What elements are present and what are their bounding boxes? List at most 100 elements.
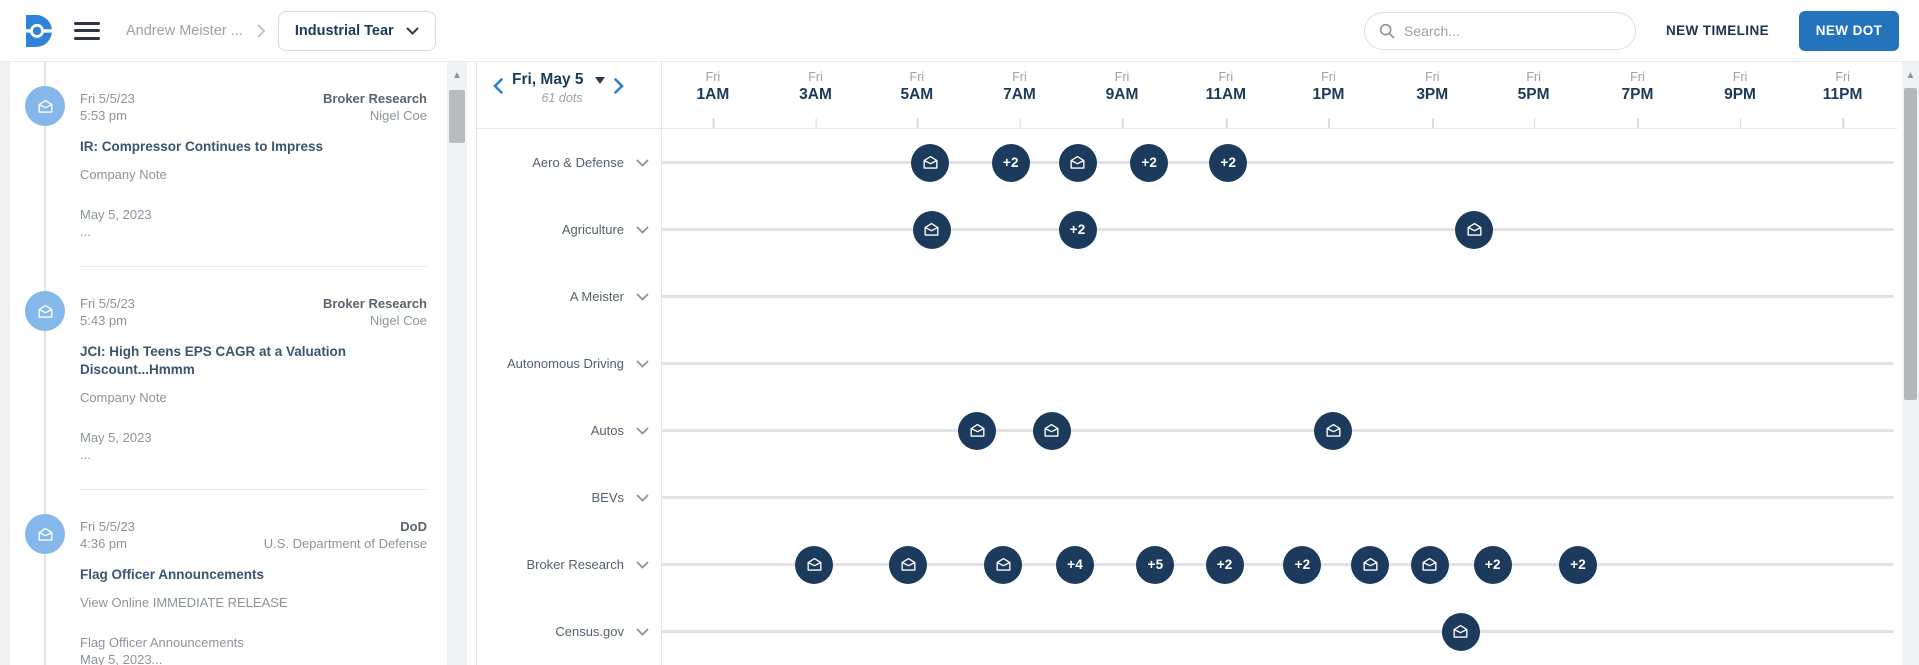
mail-open-icon: [970, 423, 985, 437]
timeline-row-autos: Autos: [477, 397, 1897, 464]
scrollbar-thumb[interactable]: [449, 90, 465, 143]
timeline-dot-mail[interactable]: [1314, 411, 1353, 450]
timeline-dot-mail[interactable]: [911, 143, 950, 182]
row-label-text: Census.gov: [555, 624, 624, 639]
card-subtitle: View Online IMMEDIATE RELEASE: [80, 595, 288, 610]
timeline-dot-mail[interactable]: [1058, 143, 1097, 182]
card-source: Broker Research: [322, 91, 427, 106]
row-label-autos[interactable]: Autos: [477, 397, 661, 464]
label-column-divider: [661, 62, 662, 665]
timeline-dot-mail[interactable]: [1351, 545, 1390, 584]
dot-cluster-count: +2: [1216, 557, 1233, 572]
timeline-dot-mail[interactable]: [984, 545, 1023, 584]
feed-card[interactable]: Fri 5/5/23 5:53 pm Broker Research Nigel…: [25, 62, 427, 267]
timeline-dot-cluster[interactable]: +2: [1559, 545, 1598, 584]
search-box[interactable]: [1363, 11, 1636, 50]
timeline-dot-cluster[interactable]: +2: [991, 143, 1030, 182]
page-scrollbar[interactable]: ▲: [1902, 62, 1919, 665]
row-label-text: BEVs: [591, 490, 624, 505]
row-label-census-gov[interactable]: Census.gov: [477, 598, 661, 665]
timeline-dot-mail[interactable]: [795, 545, 834, 584]
timeline-dot-cluster[interactable]: +2: [1058, 210, 1097, 249]
avatar: [25, 291, 65, 331]
new-dot-button[interactable]: NEW DOT: [1799, 10, 1899, 51]
timeline-dot-mail[interactable]: [1410, 545, 1449, 584]
time-tick: Fri 11AM: [1206, 70, 1246, 128]
chevron-right-icon[interactable]: [613, 78, 624, 94]
time-tick: Fri 3AM: [799, 70, 832, 128]
timeline-rows: Aero & Defense +2 +2 +2 Agriculture +2 A M…: [477, 129, 1897, 665]
left-gutter: [0, 62, 10, 665]
card-source: Broker Research: [322, 296, 427, 311]
timeline-dot-mail[interactable]: [1441, 612, 1480, 651]
row-track-line: [662, 161, 1894, 164]
row-label-a-meister[interactable]: A Meister: [477, 263, 661, 330]
scroll-up-arrow[interactable]: ▲: [452, 70, 462, 81]
timeline-dot-cluster[interactable]: +2: [1473, 545, 1512, 584]
timeline-dot-cluster[interactable]: +4: [1056, 545, 1095, 584]
card-datetime: Fri 5/5/23 5:53 pm: [80, 90, 135, 124]
mail-open-icon: [996, 557, 1011, 571]
card-author: Nigel Coe: [369, 313, 427, 328]
row-label-text: Autos: [590, 423, 624, 438]
mail-open-icon: [924, 222, 939, 236]
mail-open-icon: [1070, 155, 1085, 169]
chevron-down-icon[interactable]: [636, 427, 649, 435]
breadcrumb[interactable]: Andrew Meister ...: [126, 22, 243, 39]
row-label-autonomous-driving[interactable]: Autonomous Driving: [477, 330, 661, 397]
timeline-row-broker-research: Broker Research +4 +5 +2 +2 +2 +2: [477, 531, 1897, 598]
chevron-down-icon[interactable]: [636, 628, 649, 636]
timeline-dot-mail[interactable]: [958, 411, 997, 450]
row-label-aero-defense[interactable]: Aero & Defense: [477, 129, 661, 196]
time-tick: Fri 7PM: [1622, 70, 1653, 128]
row-track-line: [662, 295, 1894, 298]
timeline-dot-cluster[interactable]: +5: [1136, 545, 1175, 584]
sidebar-scrollbar[interactable]: ▲: [447, 62, 467, 665]
feed-card[interactable]: Fri 5/5/23 4:36 pm DoD U.S. Department o…: [25, 490, 427, 665]
app-logo[interactable]: [20, 13, 56, 49]
chevron-down-icon[interactable]: [636, 360, 649, 368]
date-selector[interactable]: Fri, May 5 61 dots: [512, 71, 605, 105]
timeline-row-agriculture: Agriculture +2: [477, 196, 1897, 263]
chevron-down-icon[interactable]: [636, 159, 649, 167]
row-track-line: [662, 563, 1894, 566]
row-track-line: [662, 429, 1894, 432]
dot-cluster-count: +2: [1220, 155, 1237, 170]
timeline-dot-mail[interactable]: [889, 545, 928, 584]
feed-card[interactable]: Fri 5/5/23 5:43 pm Broker Research Nigel…: [25, 267, 427, 490]
row-track-line: [662, 496, 1894, 499]
timeline-select-value: Industrial Tear: [294, 22, 394, 39]
timeline-dot-cluster[interactable]: +2: [1205, 545, 1244, 584]
search-input[interactable]: [1403, 22, 1621, 39]
row-track-line: [662, 630, 1894, 633]
card-date: Fri 5/5/23: [80, 296, 135, 311]
timeline-select[interactable]: Industrial Tear: [277, 10, 436, 51]
time-tick: Fri 9PM: [1724, 70, 1756, 128]
timeline-dot-mail[interactable]: [912, 210, 951, 249]
chevron-down-icon[interactable]: [636, 226, 649, 234]
row-label-agriculture[interactable]: Agriculture: [477, 196, 661, 263]
chevron-down-icon[interactable]: [636, 293, 649, 301]
scrollbar-thumb[interactable]: [1904, 88, 1917, 400]
timeline-dot-cluster[interactable]: +2: [1209, 143, 1248, 182]
new-timeline-button[interactable]: NEW TIMELINE: [1665, 23, 1769, 38]
menu-icon[interactable]: [74, 21, 100, 41]
chevron-down-icon[interactable]: [636, 494, 649, 502]
card-time: 5:53 pm: [80, 108, 127, 123]
timeline-dot-mail[interactable]: [1032, 411, 1071, 450]
mail-open-icon: [37, 99, 53, 113]
dot-cluster-count: +5: [1147, 557, 1164, 572]
mail-open-icon: [37, 304, 53, 318]
chevron-down-icon[interactable]: [636, 561, 649, 569]
row-label-text: Broker Research: [526, 557, 624, 572]
time-tick: Fri 5PM: [1518, 70, 1550, 128]
card-meta: ...: [80, 224, 91, 239]
chevron-left-icon[interactable]: [493, 78, 503, 94]
timeline-dot-cluster[interactable]: +2: [1130, 143, 1169, 182]
scroll-up-arrow[interactable]: ▲: [1905, 70, 1916, 81]
timeline-dot-cluster[interactable]: +2: [1283, 545, 1322, 584]
row-label-bevs[interactable]: BEVs: [477, 464, 661, 531]
timeline-dot-mail[interactable]: [1455, 210, 1494, 249]
row-label-broker-research[interactable]: Broker Research: [477, 531, 661, 598]
avatar: [25, 86, 65, 126]
